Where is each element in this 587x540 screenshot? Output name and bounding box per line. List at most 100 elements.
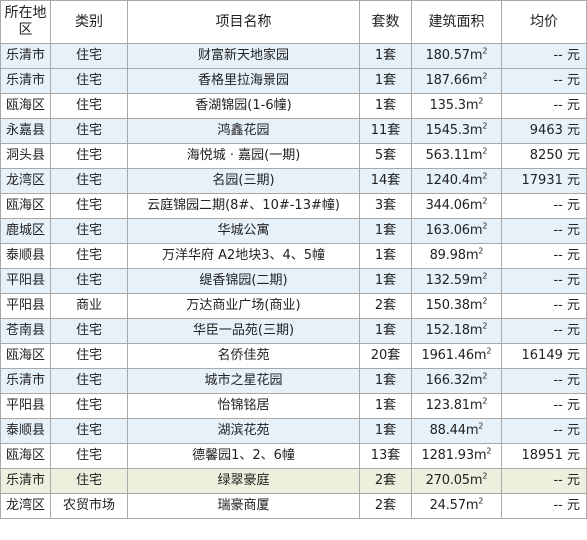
table-row: 龙湾区 住宅 名园(三期) 14套 1240.4m2 17931 元 bbox=[0, 168, 587, 194]
cell-district: 乐清市 bbox=[0, 368, 51, 394]
cell-district: 瓯海区 bbox=[0, 343, 51, 369]
cell-project: 云庭锦园二期(8#、10#-13#幢) bbox=[127, 193, 360, 219]
cell-area: 180.57m2 bbox=[411, 43, 502, 69]
cell-project: 香湖锦园(1-6幢) bbox=[127, 93, 360, 119]
cell-project: 湖滨花苑 bbox=[127, 418, 360, 444]
cell-project: 华城公寓 bbox=[127, 218, 360, 244]
cell-type: 住宅 bbox=[50, 118, 128, 144]
cell-area: 1545.3m2 bbox=[411, 118, 502, 144]
cell-district: 泰顺县 bbox=[0, 418, 51, 444]
cell-units: 20套 bbox=[359, 343, 412, 369]
table-row: 龙湾区 农贸市场 瑞豪商厦 2套 24.57m2 -- 元 bbox=[0, 493, 587, 519]
area-unit-superscript: 2 bbox=[482, 371, 488, 381]
cell-area: 123.81m2 bbox=[411, 393, 502, 419]
cell-area: 563.11m2 bbox=[411, 143, 502, 169]
area-unit-superscript: 2 bbox=[482, 121, 488, 131]
cell-project: 万洋华府 A2地块3、4、5幢 bbox=[127, 243, 360, 269]
cell-project: 瑞豪商厦 bbox=[127, 493, 360, 519]
table-row: 鹿城区 住宅 华城公寓 1套 163.06m2 -- 元 bbox=[0, 218, 587, 244]
cell-district: 洞头县 bbox=[0, 143, 51, 169]
area-unit-superscript: 2 bbox=[482, 146, 488, 156]
cell-area: 24.57m2 bbox=[411, 493, 502, 519]
area-value: 123.81m bbox=[425, 398, 483, 413]
cell-area: 187.66m2 bbox=[411, 68, 502, 94]
cell-type: 住宅 bbox=[50, 418, 128, 444]
table-row: 平阳县 住宅 缇香锦园(二期) 1套 132.59m2 -- 元 bbox=[0, 268, 587, 294]
cell-price: 9463 元 bbox=[501, 118, 587, 144]
cell-units: 11套 bbox=[359, 118, 412, 144]
area-value: 163.06m bbox=[425, 223, 483, 238]
cell-units: 13套 bbox=[359, 443, 412, 469]
cell-district: 龙湾区 bbox=[0, 493, 51, 519]
header-row: 所在地区 类别 项目名称 套数 建筑面积 均价 bbox=[0, 0, 587, 44]
cell-price: 18951 元 bbox=[501, 443, 587, 469]
cell-units: 1套 bbox=[359, 368, 412, 394]
cell-project: 香格里拉海景园 bbox=[127, 68, 360, 94]
cell-project: 德馨园1、2、6幢 bbox=[127, 443, 360, 469]
area-value: 24.57m bbox=[429, 498, 479, 513]
cell-price: -- 元 bbox=[501, 193, 587, 219]
cell-area: 1240.4m2 bbox=[411, 168, 502, 194]
table-row: 乐清市 住宅 财富新天地家园 1套 180.57m2 -- 元 bbox=[0, 43, 587, 69]
cell-units: 3套 bbox=[359, 193, 412, 219]
cell-type: 商业 bbox=[50, 293, 128, 319]
area-unit-superscript: 2 bbox=[478, 96, 484, 106]
cell-price: -- 元 bbox=[501, 493, 587, 519]
cell-type: 住宅 bbox=[50, 468, 128, 494]
cell-price: -- 元 bbox=[501, 243, 587, 269]
cell-district: 永嘉县 bbox=[0, 118, 51, 144]
cell-type: 住宅 bbox=[50, 218, 128, 244]
table-row: 泰顺县 住宅 万洋华府 A2地块3、4、5幢 1套 89.98m2 -- 元 bbox=[0, 243, 587, 269]
area-unit-superscript: 2 bbox=[482, 171, 488, 181]
area-unit-superscript: 2 bbox=[482, 46, 488, 56]
cell-project: 绿翠豪庭 bbox=[127, 468, 360, 494]
cell-price: -- 元 bbox=[501, 368, 587, 394]
cell-area: 135.3m2 bbox=[411, 93, 502, 119]
cell-district: 平阳县 bbox=[0, 393, 51, 419]
area-value: 152.18m bbox=[425, 323, 483, 338]
area-value: 1281.93m bbox=[421, 448, 487, 463]
area-value: 88.44m bbox=[429, 423, 479, 438]
header-project: 项目名称 bbox=[127, 0, 360, 44]
cell-district: 苍南县 bbox=[0, 318, 51, 344]
cell-price: -- 元 bbox=[501, 218, 587, 244]
cell-price: 17931 元 bbox=[501, 168, 587, 194]
area-value: 270.05m bbox=[425, 473, 483, 488]
cell-price: -- 元 bbox=[501, 293, 587, 319]
table-row: 瓯海区 住宅 云庭锦园二期(8#、10#-13#幢) 3套 344.06m2 -- 元 bbox=[0, 193, 587, 219]
cell-type: 住宅 bbox=[50, 93, 128, 119]
cell-project: 鸿鑫花园 bbox=[127, 118, 360, 144]
table-row: 瓯海区 住宅 香湖锦园(1-6幢) 1套 135.3m2 -- 元 bbox=[0, 93, 587, 119]
cell-district: 乐清市 bbox=[0, 468, 51, 494]
table-row: 瓯海区 住宅 名侨佳苑 20套 1961.46m2 16149 元 bbox=[0, 343, 587, 369]
cell-project: 怡锦铭居 bbox=[127, 393, 360, 419]
area-unit-superscript: 2 bbox=[482, 221, 488, 231]
area-value: 135.3m bbox=[429, 98, 479, 113]
table-row: 苍南县 住宅 华臣一品苑(三期) 1套 152.18m2 -- 元 bbox=[0, 318, 587, 344]
cell-project: 缇香锦园(二期) bbox=[127, 268, 360, 294]
cell-area: 152.18m2 bbox=[411, 318, 502, 344]
table-row: 乐清市 住宅 绿翠豪庭 2套 270.05m2 -- 元 bbox=[0, 468, 587, 494]
area-value: 166.32m bbox=[425, 373, 483, 388]
cell-type: 住宅 bbox=[50, 268, 128, 294]
cell-area: 270.05m2 bbox=[411, 468, 502, 494]
cell-area: 344.06m2 bbox=[411, 193, 502, 219]
cell-district: 瓯海区 bbox=[0, 443, 51, 469]
cell-area: 88.44m2 bbox=[411, 418, 502, 444]
area-unit-superscript: 2 bbox=[478, 246, 484, 256]
cell-units: 1套 bbox=[359, 393, 412, 419]
area-value: 89.98m bbox=[429, 248, 479, 263]
table-row: 永嘉县 住宅 鸿鑫花园 11套 1545.3m2 9463 元 bbox=[0, 118, 587, 144]
area-value: 132.59m bbox=[425, 273, 483, 288]
cell-area: 89.98m2 bbox=[411, 243, 502, 269]
cell-district: 平阳县 bbox=[0, 293, 51, 319]
table-row: 平阳县 商业 万达商业广场(商业) 2套 150.38m2 -- 元 bbox=[0, 293, 587, 319]
cell-type: 住宅 bbox=[50, 43, 128, 69]
cell-area: 1961.46m2 bbox=[411, 343, 502, 369]
area-unit-superscript: 2 bbox=[482, 271, 488, 281]
cell-type: 住宅 bbox=[50, 168, 128, 194]
cell-type: 住宅 bbox=[50, 193, 128, 219]
cell-units: 1套 bbox=[359, 243, 412, 269]
area-unit-superscript: 2 bbox=[478, 496, 484, 506]
cell-units: 1套 bbox=[359, 43, 412, 69]
